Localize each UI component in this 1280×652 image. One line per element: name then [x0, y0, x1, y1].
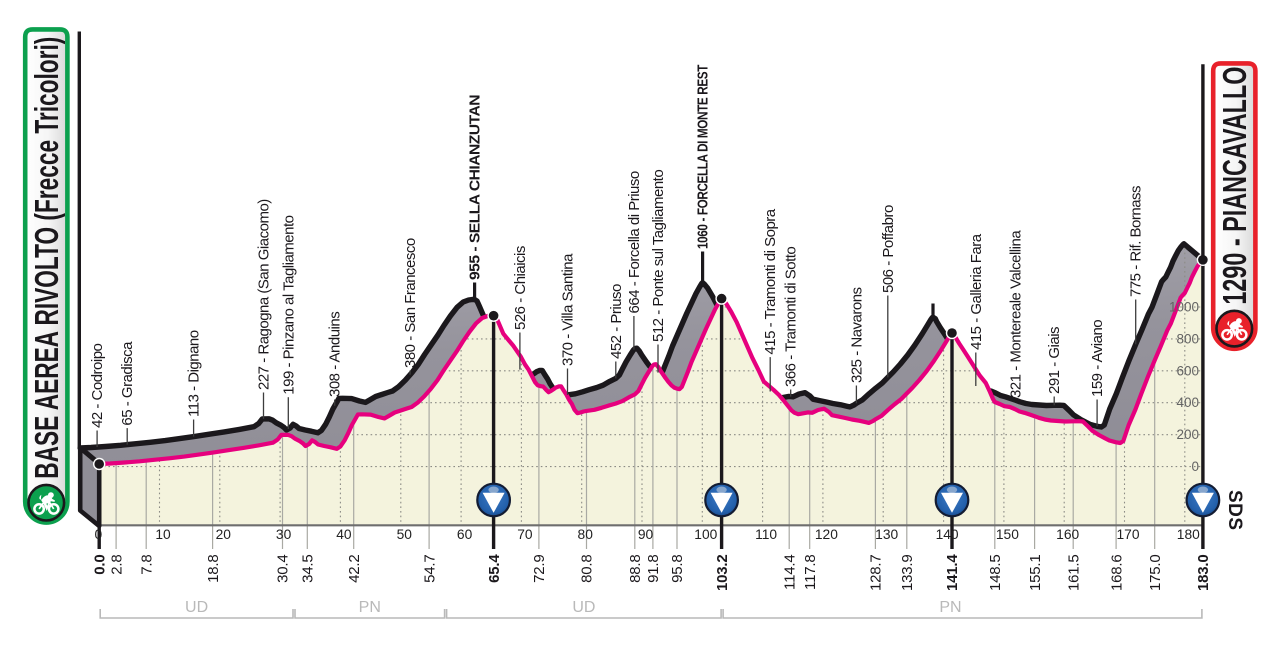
svg-text:800: 800 [1176, 331, 1199, 346]
svg-text:88.8: 88.8 [627, 555, 644, 583]
svg-text:114.4: 114.4 [781, 555, 798, 590]
svg-text:80: 80 [578, 527, 594, 542]
svg-text:321 - Montereale Valcellina: 321 - Montereale Valcellina [1008, 230, 1025, 398]
svg-text:400: 400 [1176, 395, 1199, 410]
svg-text:308 - Anduins: 308 - Anduins [327, 312, 344, 397]
svg-text:380 - San Francesco: 380 - San Francesco [402, 238, 419, 368]
svg-text:366 - Tramonti di Sotto: 366 - Tramonti di Sotto [783, 247, 800, 387]
svg-text:100: 100 [694, 527, 717, 542]
svg-text:140: 140 [936, 527, 959, 542]
svg-text:10: 10 [155, 527, 171, 542]
svg-text:120: 120 [815, 527, 838, 542]
svg-text:70: 70 [517, 527, 533, 542]
svg-text:1290 - PIANCAVALLO: 1290 - PIANCAVALLO [1216, 67, 1253, 305]
svg-text:155.1: 155.1 [1027, 555, 1044, 592]
svg-text:415 - Galleria Fara: 415 - Galleria Fara [968, 233, 985, 350]
svg-text:183.0: 183.0 [1195, 555, 1212, 592]
svg-text:170: 170 [1116, 527, 1139, 542]
svg-text:415 - Tramonti di Sopra: 415 - Tramonti di Sopra [762, 208, 779, 354]
svg-text:20: 20 [216, 527, 232, 542]
svg-text:UD: UD [572, 599, 595, 616]
svg-text:40: 40 [336, 527, 352, 542]
svg-text:UD: UD [185, 599, 208, 616]
svg-text:91.8: 91.8 [645, 555, 662, 583]
svg-text:775 - Rif. Bornass: 775 - Rif. Bornass [1128, 186, 1145, 297]
svg-text:452 - Priuso: 452 - Priuso [608, 284, 625, 359]
svg-text:506 - Poffabro: 506 - Poffabro [880, 205, 897, 293]
svg-text:133.9: 133.9 [899, 555, 916, 592]
svg-text:150: 150 [996, 527, 1019, 542]
svg-text:325 - Navarons: 325 - Navarons [848, 287, 865, 383]
svg-text:1000: 1000 [1169, 300, 1199, 315]
svg-text:PN: PN [939, 599, 961, 616]
svg-text:30.4: 30.4 [275, 555, 292, 583]
svg-text:512 - Ponte sul Tagliamento: 512 - Ponte sul Tagliamento [650, 170, 667, 342]
svg-text:7.8: 7.8 [138, 555, 155, 575]
svg-text:526 - Chiaicis: 526 - Chiaicis [512, 246, 529, 330]
svg-text:30: 30 [276, 527, 292, 542]
svg-text:200: 200 [1176, 427, 1199, 442]
svg-text:130: 130 [875, 527, 898, 542]
svg-text:159 - Aviano: 159 - Aviano [1089, 320, 1106, 397]
svg-text:BASE AEREA RIVOLTO (Frecce Tri: BASE AEREA RIVOLTO (Frecce Tricolori) [28, 37, 65, 479]
svg-text:95.8: 95.8 [669, 555, 686, 583]
svg-text:291 - Giais: 291 - Giais [1046, 327, 1063, 394]
svg-text:34.5: 34.5 [300, 555, 317, 583]
svg-text:18.8: 18.8 [205, 555, 222, 583]
svg-text:370 - Villa Santina: 370 - Villa Santina [560, 253, 577, 366]
svg-text:600: 600 [1176, 363, 1199, 378]
svg-text:199 - Pinzano al Tagliamento: 199 - Pinzano al Tagliamento [280, 215, 297, 394]
svg-text:180: 180 [1177, 527, 1200, 542]
svg-text:2.8: 2.8 [108, 555, 125, 575]
svg-text:175.0: 175.0 [1147, 555, 1164, 592]
svg-text:65.4: 65.4 [486, 554, 503, 583]
svg-text:128.7: 128.7 [868, 555, 885, 592]
svg-text:1060 - FORCELLA DI MONTE REST: 1060 - FORCELLA DI MONTE REST [695, 64, 712, 249]
svg-text:72.9: 72.9 [531, 555, 548, 583]
svg-text:54.7: 54.7 [421, 555, 438, 583]
svg-text:160: 160 [1056, 527, 1079, 542]
svg-text:161.5: 161.5 [1065, 555, 1082, 592]
svg-text:0: 0 [1191, 459, 1199, 474]
svg-text:168.6: 168.6 [1108, 555, 1125, 592]
svg-text:113 - Dignano: 113 - Dignano [186, 330, 203, 417]
svg-text:664 - Forcella di Priuso: 664 - Forcella di Priuso [626, 171, 643, 313]
svg-text:117.8: 117.8 [802, 555, 819, 590]
svg-text:110: 110 [755, 527, 777, 542]
svg-text:50: 50 [397, 527, 413, 542]
svg-text:0: 0 [95, 527, 103, 542]
svg-text:141.4: 141.4 [944, 554, 961, 591]
svg-text:60: 60 [457, 527, 473, 542]
svg-text:227 - Ragogna (San Giacomo): 227 - Ragogna (San Giacomo) [256, 199, 273, 390]
svg-text:103.2: 103.2 [714, 555, 731, 592]
svg-text:SDS: SDS [1224, 490, 1245, 531]
svg-text:840 - FORCELLA DI PALA BARZANA: 840 - FORCELLA DI PALA BARZANA [925, 300, 942, 301]
svg-text:42.2: 42.2 [346, 555, 363, 583]
svg-text:90: 90 [638, 527, 654, 542]
svg-text:148.5: 148.5 [987, 555, 1004, 592]
svg-text:80.8: 80.8 [579, 555, 596, 583]
svg-text:PN: PN [359, 599, 381, 616]
svg-text:0.0: 0.0 [91, 555, 108, 575]
svg-text:65 - Gradisca: 65 - Gradisca [119, 341, 136, 426]
svg-text:955 - SELLA CHIANZUTAN: 955 - SELLA CHIANZUTAN [467, 95, 484, 280]
svg-text:42 - Codroipo: 42 - Codroipo [89, 343, 106, 428]
